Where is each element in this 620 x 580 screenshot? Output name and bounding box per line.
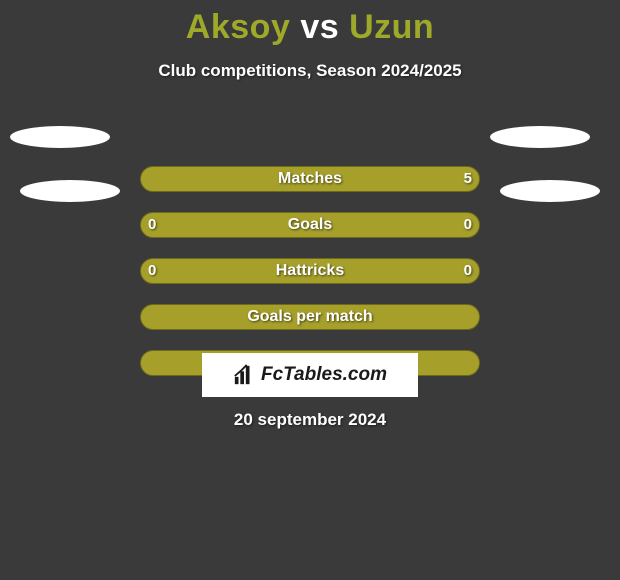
stat-row: Goals0 0 <box>0 212 620 258</box>
stat-value-right: 5 <box>464 166 472 192</box>
stat-label: Matches <box>140 166 480 192</box>
subtitle: Club competitions, Season 2024/2025 <box>0 61 620 81</box>
ellipse-left-2 <box>20 180 120 202</box>
ellipse-left-1 <box>10 126 110 148</box>
stat-label: Hattricks <box>140 258 480 284</box>
stat-row: Goals per match <box>0 304 620 350</box>
player1-name: Aksoy <box>186 8 291 46</box>
stat-value-left: 0 <box>148 212 156 238</box>
stat-row: Hattricks0 0 <box>0 258 620 304</box>
bar-chart-icon <box>233 364 255 386</box>
footer-date: 20 september 2024 <box>0 410 620 430</box>
stat-value-right: 0 <box>464 212 472 238</box>
stat-value-right: 0 <box>464 258 472 284</box>
vs-word: vs <box>300 8 339 46</box>
page-title: Aksoy vs Uzun <box>0 0 620 47</box>
stat-label: Goals <box>140 212 480 238</box>
ellipse-right-2 <box>500 180 600 202</box>
stat-label: Goals per match <box>140 304 480 330</box>
brand-text: FcTables.com <box>261 364 387 386</box>
brand-badge[interactable]: FcTables.com <box>202 353 418 397</box>
stat-value-left: 0 <box>148 258 156 284</box>
ellipse-right-1 <box>490 126 590 148</box>
player2-name: Uzun <box>349 8 434 46</box>
